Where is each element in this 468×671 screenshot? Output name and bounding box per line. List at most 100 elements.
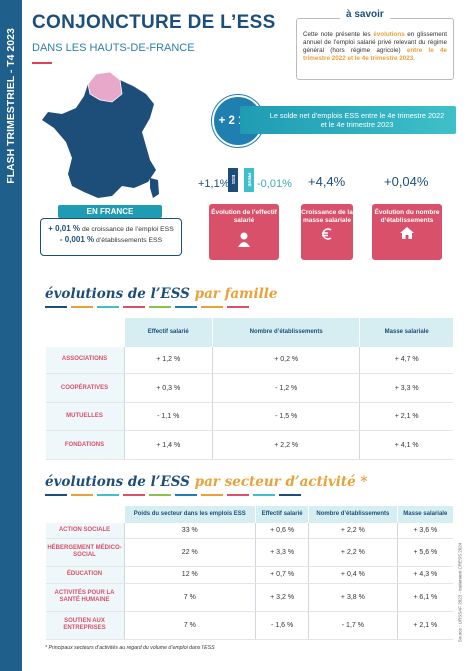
france-title: EN FRANCE (58, 205, 162, 218)
france-value: - 0,001 % (59, 235, 95, 244)
indicator: +4,4% (308, 174, 346, 189)
cell: - 1,2 % (211, 373, 360, 403)
cell: + 2,2 % (308, 538, 398, 568)
section-title: évolutions de l’ESS par secteur d’activi… (45, 474, 368, 490)
row-label: Soutien aux entreprises (45, 611, 124, 641)
indicator-card: Évolution de l’effectif salarié (209, 204, 279, 260)
cell: + 0,4 % (308, 566, 398, 584)
row-label: Associations (45, 346, 124, 375)
cell: + 3,6 % (396, 522, 453, 539)
cell: 33 % (123, 522, 256, 539)
cell: + 3,8 % (308, 583, 398, 612)
row: Éducation 12 % + 0,7 % + 0,4 % + 4,3 % (45, 566, 453, 584)
france-box: + 0,01 % de croissance de l’emploi ESS -… (40, 218, 182, 256)
cell: + 1,4 % (123, 430, 213, 460)
row: Hébergement médico-social 22 % + 3,3 % + 2,… (45, 538, 453, 568)
info-box: Cette note présente les évolutions en gl… (296, 18, 454, 80)
header-cell: Poids du secteur dans les emplois ESS (123, 506, 256, 523)
map-shape (42, 72, 156, 198)
cell: - 1,5 % (211, 402, 360, 432)
cell: + 0,6 % (255, 522, 309, 539)
cell: 7 % (123, 583, 256, 612)
cell: + 2,2 % (211, 430, 360, 460)
france-text: d’établissements ESS (96, 237, 163, 244)
cell: + 2,1 % (359, 402, 453, 432)
info-title: à savoir (340, 9, 390, 20)
cell: + 4,3 % (396, 566, 453, 584)
sidebar (0, 0, 22, 671)
header-row: Effectif salarié Nombre d’établissements M… (45, 318, 453, 347)
table-secteur: Poids du secteur dans les emplois ESS Eff… (45, 506, 453, 641)
cell: + 4,7 % (359, 346, 453, 375)
cell: - 1,1 % (123, 402, 213, 432)
header-cell: Effectif salarié (123, 318, 213, 347)
row-label: Activités pour la santé humaine (45, 583, 124, 612)
cell: 22 % (123, 538, 256, 568)
header-cell (45, 318, 124, 347)
key-text: Le solde net d’emplois ESS entre le 4e t… (240, 106, 456, 134)
section-title-accent: par famille (194, 286, 278, 302)
cell: + 2,2 % (308, 522, 398, 539)
section-rule (45, 306, 249, 309)
section-title-main: évolutions de l’ESS (45, 474, 190, 490)
row: Coopératives + 0,3 % - 1,2 % + 3,3 % (45, 373, 453, 403)
table-famille: Effectif salarié Nombre d’établissements M… (45, 318, 453, 460)
row-label: Mutuelles (45, 402, 124, 432)
indicator-card: Croissance de la masse salariale (301, 204, 353, 260)
icon (238, 232, 250, 247)
row-label: Éducation (45, 566, 124, 584)
cell: + 2,1 % (396, 611, 453, 641)
cell: + 3,2 % (255, 583, 309, 612)
subtitle: DANS LES HAUTS-DE-FRANCE (32, 42, 195, 54)
sidebar-label: FLASH TRIMESTRIEL - T4 2023 (5, 28, 17, 184)
indicator-label: Évolution de l’effectif salarié (211, 209, 277, 224)
cell: 7 % (123, 611, 256, 641)
row-label: Fondations (45, 430, 124, 460)
section-rule (45, 494, 301, 497)
header-cell: Nombre d’établissements (308, 506, 398, 523)
section-title-accent: par secteur d’activité * (194, 474, 368, 490)
row-label: Coopératives (45, 373, 124, 403)
indicator-label: Croissance de la masse salariale (301, 209, 353, 224)
header-row: Poids du secteur dans les emplois ESS Eff… (45, 506, 453, 523)
cell: 12 % (123, 566, 256, 584)
cell: + 0,3 % (123, 373, 213, 403)
header-cell (45, 506, 124, 523)
cell: + 6,1 % (396, 583, 453, 612)
footnote: * Principaux secteurs d’activités au reg… (45, 645, 215, 651)
france-map (42, 71, 159, 198)
source: Source : URSSAF 2023 - traitement CRESS … (457, 542, 463, 643)
title-rule (32, 62, 52, 64)
info-highlight: entre le 4e trimestre 2022 et le 4e trim… (303, 47, 447, 62)
row: Fondations + 1,4 % + 2,2 % + 4,1 % (45, 430, 453, 460)
cell: + 1,2 % (123, 346, 213, 375)
icon (400, 227, 414, 239)
row: Mutuelles - 1,1 % - 1,5 % + 2,1 % (45, 402, 453, 432)
map-corsica (150, 178, 159, 198)
france-line: - 0,001 % d’établissements ESS (45, 235, 177, 246)
cell: - 1,6 % (255, 611, 309, 641)
cell: + 3,3 % (255, 538, 309, 568)
info-highlight: évolutions (373, 31, 405, 38)
cell: + 4,1 % (359, 430, 453, 460)
title: CONJONCTURE DE L’ESS (32, 12, 276, 33)
france-line: + 0,01 % de croissance de l’emploi ESS (45, 224, 177, 235)
france-value: + 0,01 % (48, 224, 81, 233)
badge: ESS (228, 168, 238, 192)
info-text: Cette note présente les (303, 31, 374, 38)
france-text: de croissance de l’emploi ESS (81, 226, 174, 233)
row-label: Hébergement médico-social (45, 538, 124, 568)
cell: + 5,6 % (396, 538, 453, 568)
cell: + 3,3 % (359, 373, 453, 403)
row: Soutien aux entreprises 7 % - 1,6 % - 1,7 %… (45, 611, 453, 641)
row-label: Action sociale (45, 522, 124, 539)
header-cell: Effectif salarié (255, 506, 309, 523)
map-region (87, 71, 123, 103)
row: Action sociale 33 % + 0,6 % + 2,2 % + 3,6 % (45, 522, 453, 539)
cell: + 0,2 % (211, 346, 360, 375)
indicator: -0,01% (257, 178, 292, 190)
section-title: évolutions de l’ESS par famille (45, 286, 277, 302)
info-text: en glissement annuel de l’emploi salarié… (303, 31, 447, 54)
header-cell: Masse salariale (359, 318, 453, 347)
row: Activités pour la santé humaine 7 % + 3,2 … (45, 583, 453, 612)
